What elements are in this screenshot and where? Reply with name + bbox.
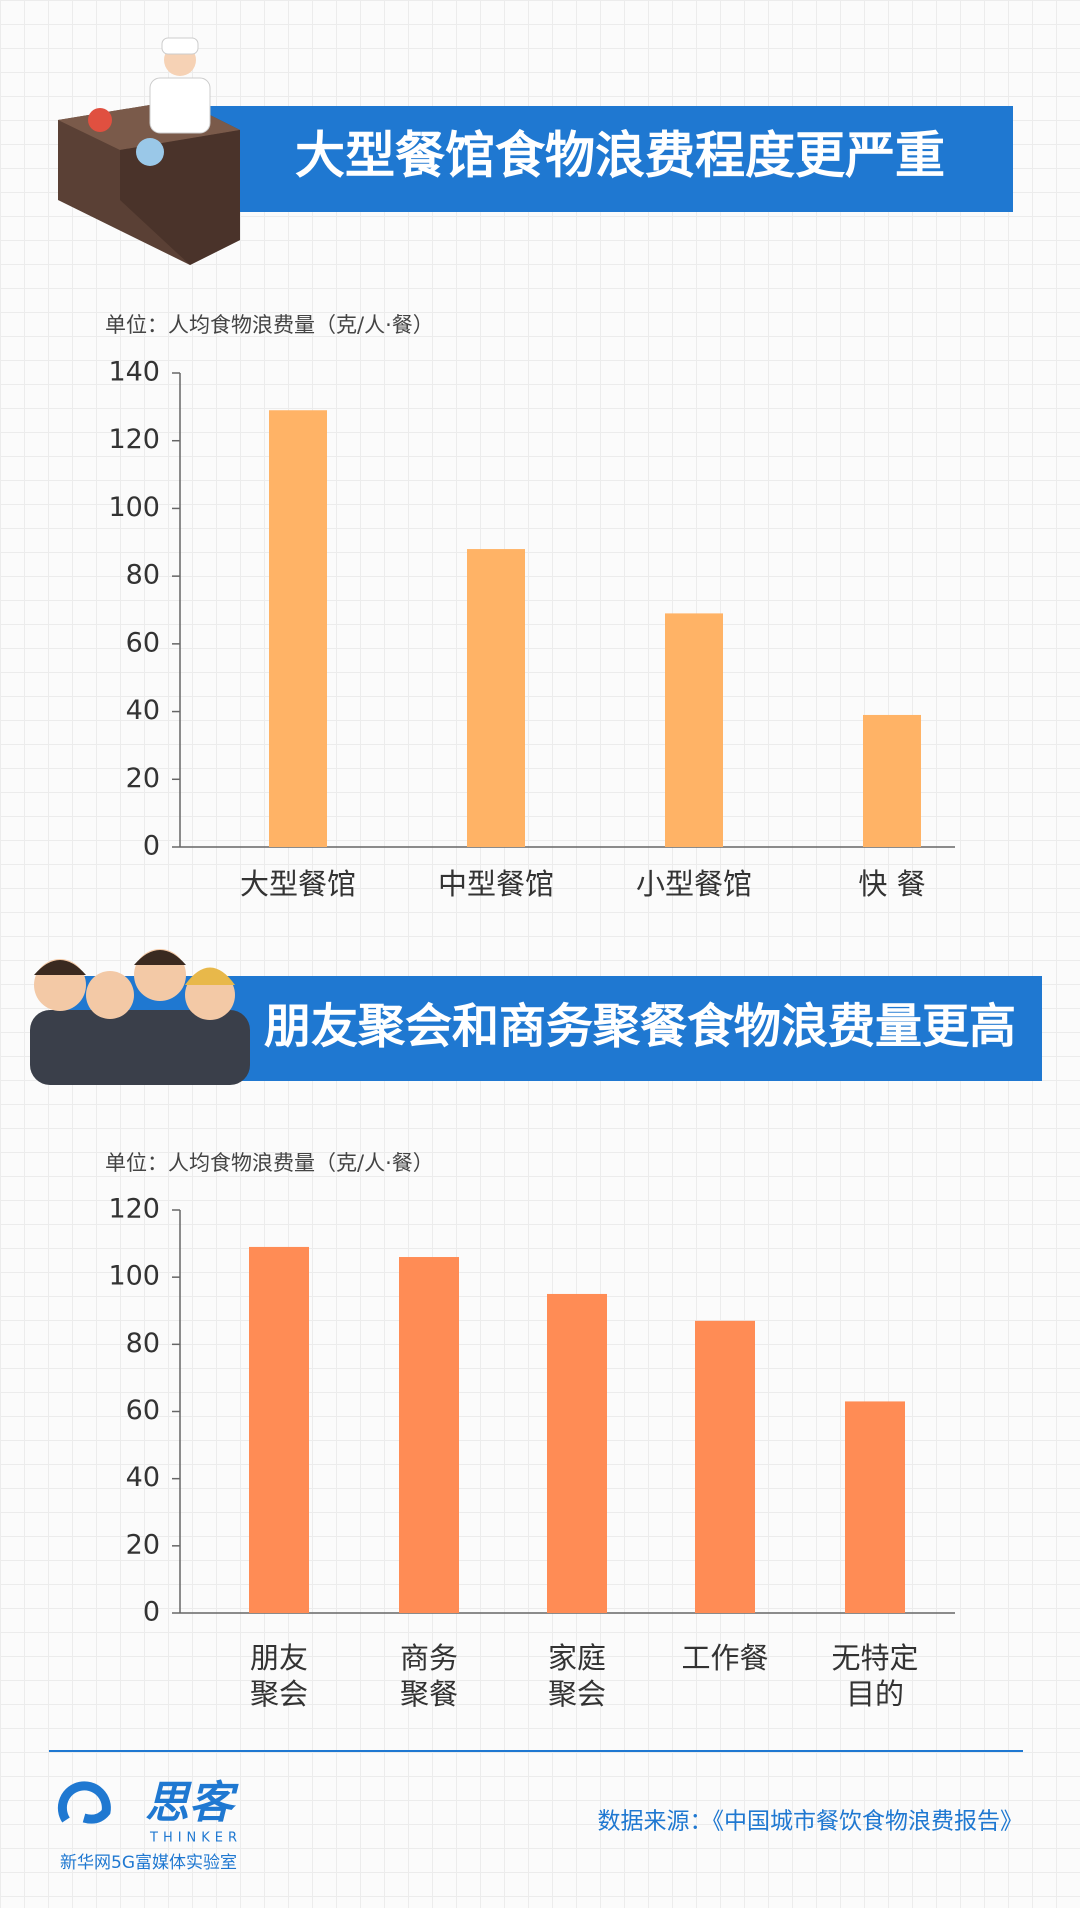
kitchen-illustration: [58, 37, 240, 265]
people-illustration: [30, 949, 250, 1085]
unit-label: 单位：人均食物浪费量（克/人·餐）: [105, 313, 434, 337]
banner-title: 朋友聚会和商务聚餐食物浪费量更高: [264, 1000, 1016, 1055]
x-tick-label: 商务 聚餐: [399, 1641, 458, 1711]
x-tick-label: 无特定 目的: [831, 1641, 919, 1711]
y-tick-label: 60: [126, 1395, 160, 1426]
banner-title: 大型餐馆食物浪费程度更严重: [295, 127, 945, 185]
x-tick-label: 工作餐: [681, 1641, 769, 1675]
banner: [195, 106, 1013, 212]
logo-mark: [57, 1781, 111, 1824]
bar: [845, 1401, 905, 1613]
org: 新华网5G富媒体实验室: [60, 1853, 237, 1873]
y-tick-label: 100: [108, 1261, 160, 1292]
x-tick-label: 大型餐馆: [239, 867, 356, 901]
y-tick-label: 0: [143, 1597, 160, 1628]
bar: [467, 549, 525, 847]
bar: [249, 1246, 309, 1613]
bar: [547, 1293, 607, 1613]
y-tick-label: 20: [126, 763, 160, 794]
y-tick-label: 0: [143, 831, 160, 862]
bar: [863, 714, 921, 847]
unit-label: 单位：人均食物浪费量（克/人·餐）: [105, 1151, 434, 1175]
y-tick-label: 100: [108, 492, 160, 523]
x-tick-label: 中型餐馆: [437, 867, 554, 901]
y-tick-label: 60: [126, 627, 160, 658]
x-tick-label: 家庭 聚会: [547, 1641, 606, 1711]
y-tick-label: 20: [126, 1529, 160, 1560]
x-tick-label: 小型餐馆: [635, 867, 752, 901]
y-tick-label: 120: [108, 424, 160, 455]
bar: [695, 1320, 755, 1613]
y-tick-label: 80: [126, 1328, 160, 1359]
bar: [269, 410, 327, 847]
logo: 思客: [145, 1778, 239, 1829]
y-tick-label: 80: [126, 560, 160, 591]
logo-sub: THINKER: [149, 1831, 242, 1846]
x-tick-label: 朋友 聚会: [249, 1641, 308, 1711]
bar: [399, 1257, 459, 1613]
x-tick-label: 快 餐: [858, 867, 926, 901]
y-tick-label: 40: [126, 695, 160, 726]
y-tick-label: 140: [108, 357, 160, 388]
y-tick-label: 120: [108, 1194, 160, 1225]
source: 数据来源：《中国城市餐饮食物浪费报告》: [598, 1809, 1024, 1835]
y-tick-label: 40: [126, 1462, 160, 1493]
bar: [665, 613, 723, 847]
